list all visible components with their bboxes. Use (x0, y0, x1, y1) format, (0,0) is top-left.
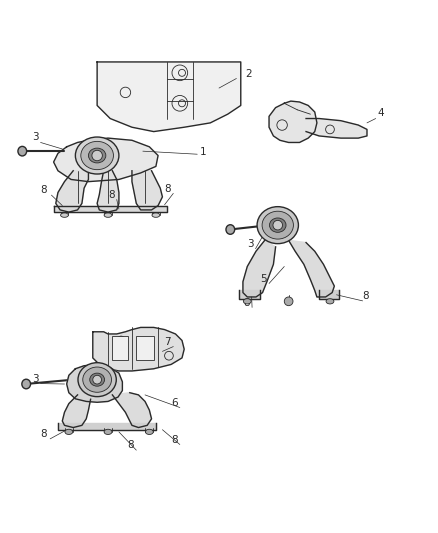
Polygon shape (53, 138, 158, 182)
Ellipse shape (326, 298, 334, 304)
Polygon shape (306, 118, 367, 138)
Polygon shape (62, 395, 91, 427)
Text: 5: 5 (260, 274, 267, 284)
Text: 8: 8 (108, 190, 115, 200)
Polygon shape (58, 423, 156, 430)
Ellipse shape (152, 213, 160, 217)
Text: 3: 3 (247, 239, 254, 249)
Ellipse shape (262, 211, 293, 239)
FancyBboxPatch shape (136, 336, 154, 360)
Ellipse shape (145, 429, 153, 434)
Text: 8: 8 (41, 429, 47, 439)
Circle shape (273, 220, 283, 230)
Ellipse shape (257, 207, 298, 244)
Polygon shape (67, 365, 122, 402)
Text: 8: 8 (165, 184, 171, 193)
Text: 8: 8 (243, 297, 250, 308)
Ellipse shape (244, 298, 251, 304)
Ellipse shape (269, 218, 286, 232)
Polygon shape (269, 101, 317, 142)
Polygon shape (132, 171, 162, 210)
Polygon shape (319, 290, 339, 299)
Ellipse shape (78, 362, 116, 397)
Ellipse shape (81, 141, 113, 169)
Text: 8: 8 (363, 291, 369, 301)
Ellipse shape (83, 367, 112, 392)
Ellipse shape (60, 213, 68, 217)
Text: 8: 8 (171, 435, 178, 445)
FancyBboxPatch shape (113, 336, 127, 360)
Text: 7: 7 (165, 337, 171, 347)
Ellipse shape (22, 379, 31, 389)
Ellipse shape (226, 225, 235, 235)
Polygon shape (289, 240, 334, 297)
Text: 2: 2 (245, 69, 252, 79)
Text: 1: 1 (199, 147, 206, 157)
Polygon shape (243, 240, 276, 297)
Polygon shape (239, 290, 260, 299)
Polygon shape (53, 206, 167, 212)
Circle shape (92, 150, 102, 161)
Ellipse shape (18, 147, 27, 156)
Text: 8: 8 (41, 185, 47, 196)
Polygon shape (93, 327, 184, 371)
Polygon shape (97, 171, 119, 212)
Ellipse shape (90, 373, 105, 386)
Text: 8: 8 (127, 440, 134, 450)
Ellipse shape (88, 148, 106, 163)
Ellipse shape (75, 137, 119, 174)
Text: 6: 6 (171, 398, 178, 408)
Ellipse shape (65, 429, 73, 434)
Circle shape (93, 375, 102, 384)
Circle shape (284, 297, 293, 305)
Ellipse shape (104, 429, 112, 434)
Text: 3: 3 (32, 132, 39, 142)
Polygon shape (56, 171, 88, 212)
Polygon shape (113, 393, 152, 427)
Text: 4: 4 (378, 108, 385, 118)
Polygon shape (97, 62, 241, 132)
Text: 3: 3 (32, 374, 39, 384)
Ellipse shape (104, 213, 112, 217)
